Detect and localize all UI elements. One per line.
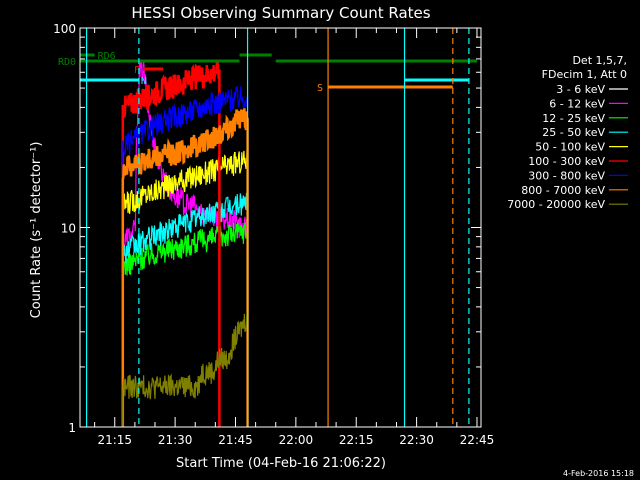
legend-label-2: 12 - 25 keV <box>542 112 605 125</box>
vline-layer <box>85 28 470 427</box>
flag-label-f: F <box>134 65 140 76</box>
footer-date: 4-Feb-2016 15:18 <box>563 469 634 478</box>
series-line-8 <box>122 311 249 427</box>
y-tick-label-2: 100 <box>53 22 76 36</box>
x-tick-label-0: 21:15 <box>97 433 132 447</box>
x-tick-label-6: 22:45 <box>460 433 495 447</box>
legend-label-6: 300 - 800 keV <box>528 169 605 182</box>
axis-layer: 21:15 21:30 21:45 22:00 22:15 22:30 22:45 1 10 10… <box>53 22 494 447</box>
legend-label-3: 25 - 50 keV <box>542 126 605 139</box>
flag-layer: NF S RD0 RD6 <box>58 51 477 94</box>
legend-label-5: 100 - 300 keV <box>528 155 605 168</box>
legend-label-0: 3 - 6 keV <box>556 83 605 96</box>
chart-title: HESSI Observing Summary Count Rates <box>131 4 430 22</box>
x-tick-label-5: 22:30 <box>399 433 434 447</box>
series-line-3 <box>122 192 249 427</box>
flag-label-rd6: RD6 <box>98 51 116 62</box>
legend-header-line-2: FDecim 1, Att 0 <box>542 68 627 81</box>
y-tick-label-1: 10 <box>61 222 76 236</box>
series-line-4 <box>122 150 249 427</box>
legend-label-4: 50 - 100 keV <box>535 141 605 154</box>
x-tick-label-4: 22:15 <box>339 433 374 447</box>
series-line-6 <box>122 86 249 427</box>
legend-label-7: 800 - 7000 keV <box>521 184 605 197</box>
y-axis-label: Count Rate (s⁻¹ detector⁻¹) <box>29 142 44 319</box>
x-tick-label-3: 22:00 <box>279 433 314 447</box>
flag-label-n: N <box>141 76 147 87</box>
series-line-2 <box>122 222 249 427</box>
x-axis-label: Start Time (04-Feb-16 21:06:22) <box>176 456 386 471</box>
legend-label-1: 6 - 12 keV <box>549 97 605 110</box>
legend-header-line-1: Det 1,5,7, <box>572 54 627 67</box>
series-line-7 <box>121 108 249 427</box>
flag-label-rd0: RD0 <box>58 57 76 68</box>
legend-label-8: 7000 - 20000 keV <box>507 198 605 211</box>
y-tick-label-0: 1 <box>68 421 76 435</box>
x-tick-label-1: 21:30 <box>158 433 193 447</box>
series-layer <box>121 59 249 427</box>
series-line-1 <box>122 59 249 427</box>
x-tick-label-2: 21:45 <box>218 433 253 447</box>
flag-label-s: S <box>317 83 323 94</box>
